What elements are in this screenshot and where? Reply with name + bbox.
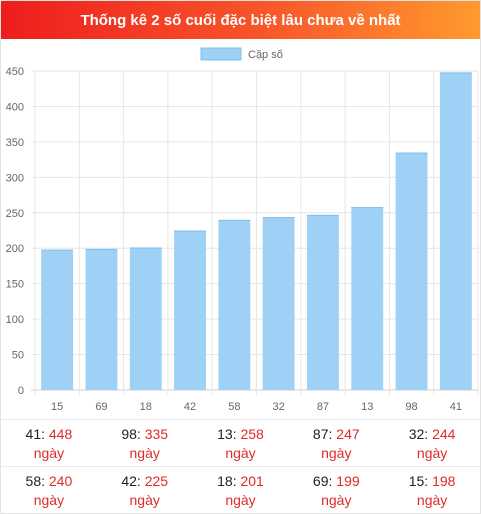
- bar-chart: 450 400 350 300 250 200 150 100 50 0 15 69 18 42 58 32…: [1, 39, 480, 419]
- x-tick-label: 42: [184, 401, 196, 413]
- y-tick-label: 0: [18, 385, 24, 397]
- stat-unit: ngày: [416, 445, 448, 461]
- y-tick-label: 350: [6, 137, 24, 149]
- bar[interactable]: [129, 247, 162, 390]
- stat-value: 244: [432, 426, 456, 442]
- stat-number: 18: [217, 473, 233, 489]
- y-tick-label: 250: [6, 208, 24, 220]
- x-tick-label: 69: [95, 401, 107, 413]
- y-tick-label: 400: [6, 101, 24, 113]
- stat-unit: ngày: [225, 445, 256, 461]
- y-tick-label: 50: [12, 350, 24, 362]
- stat-value: 201: [240, 473, 264, 489]
- x-tick-label: 58: [228, 401, 240, 413]
- stat-cell: 41: 448 ngày: [1, 420, 97, 466]
- stats-table: 41: 448 ngày 98: 335 ngày 13: 258 ngày 8…: [1, 419, 480, 513]
- stat-unit: ngày: [225, 492, 256, 508]
- stat-number: 42: [121, 473, 137, 489]
- stat-number: 58: [25, 473, 42, 489]
- bar[interactable]: [41, 249, 74, 390]
- x-tick-label: 98: [405, 401, 417, 413]
- stat-unit: ngày: [33, 492, 65, 508]
- chart-title: Thống kê 2 số cuối đặc biệt lâu chưa về …: [1, 1, 480, 39]
- stat-cell: 98: 335 ngày: [97, 420, 193, 466]
- stats-row: 58: 240 ngày 42: 225 ngày 18: 201 ngày 6…: [1, 466, 480, 513]
- x-tick-label: 15: [51, 401, 63, 413]
- y-tick-label: 200: [6, 243, 24, 255]
- stat-number: 98: [121, 426, 137, 442]
- stat-cell: 87: 247 ngày: [288, 420, 384, 466]
- bar[interactable]: [218, 219, 251, 390]
- bar[interactable]: [439, 72, 472, 390]
- stat-unit: ngày: [321, 492, 352, 508]
- bar[interactable]: [85, 248, 118, 390]
- stat-value: 225: [144, 473, 169, 489]
- legend[interactable]: Cặp số: [200, 47, 283, 61]
- bar[interactable]: [262, 217, 295, 390]
- stat-cell: 15: 198 ngày: [384, 467, 480, 513]
- y-tick-label: 450: [6, 66, 24, 78]
- bar[interactable]: [395, 152, 428, 390]
- stat-value: 199: [336, 473, 360, 489]
- stat-unit: ngày: [416, 492, 448, 508]
- stat-value: 247: [336, 426, 360, 442]
- stat-unit: ngày: [129, 445, 160, 461]
- bar[interactable]: [307, 214, 339, 390]
- y-tick-label: 300: [6, 172, 24, 184]
- bars: [41, 72, 472, 390]
- stats-row: 41: 448 ngày 98: 335 ngày 13: 258 ngày 8…: [1, 419, 480, 466]
- x-tick-label: 13: [361, 401, 373, 413]
- chart-svg: 450 400 350 300 250 200 150 100 50 0 15 69 18 42 58 32…: [6, 47, 479, 413]
- stat-cell: 69: 199 ngày: [288, 467, 384, 513]
- y-tick-label: 150: [6, 279, 24, 291]
- stat-unit: ngày: [321, 445, 352, 461]
- stat-value: 258: [240, 426, 264, 442]
- x-tick-label: 32: [273, 401, 285, 413]
- stat-value: 240: [48, 473, 73, 489]
- stat-number: 15: [408, 473, 425, 489]
- bar[interactable]: [351, 207, 384, 390]
- x-tick-label: 87: [317, 401, 329, 413]
- stat-value: 448: [48, 426, 73, 442]
- y-axis-ticks: 450 400 350 300 250 200 150 100 50 0: [6, 66, 24, 397]
- stat-number: 13: [217, 426, 233, 442]
- legend-swatch: [200, 47, 242, 61]
- y-tick-label: 100: [6, 314, 24, 326]
- x-axis-ticks: 15 69 18 42 58 32 87 13 98 41: [51, 401, 462, 413]
- stat-number: 69: [312, 473, 329, 489]
- stat-cell: 42: 225 ngày: [97, 467, 193, 513]
- stat-value: 335: [144, 426, 169, 442]
- stat-value: 198: [432, 473, 456, 489]
- stat-number: 87: [312, 426, 329, 442]
- bar[interactable]: [174, 230, 206, 391]
- stat-number: 32: [408, 426, 425, 442]
- legend-label: Cặp số: [248, 49, 283, 61]
- grid: [31, 70, 479, 395]
- stat-cell: 18: 201 ngày: [193, 467, 289, 513]
- stat-number: 41: [25, 426, 42, 442]
- stat-cell: 13: 258 ngày: [193, 420, 289, 466]
- stat-unit: ngày: [33, 445, 65, 461]
- x-tick-label: 18: [140, 401, 152, 413]
- stat-cell: 58: 240 ngày: [1, 467, 97, 513]
- stat-unit: ngày: [129, 492, 160, 508]
- stat-cell: 32: 244 ngày: [384, 420, 480, 466]
- x-tick-label: 41: [450, 401, 462, 413]
